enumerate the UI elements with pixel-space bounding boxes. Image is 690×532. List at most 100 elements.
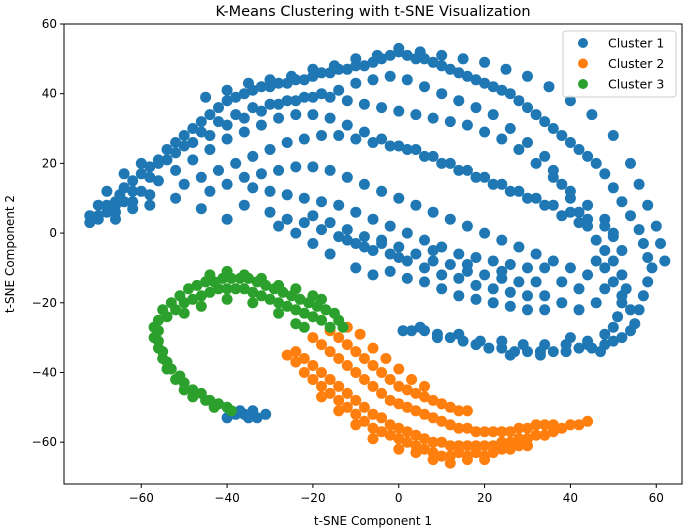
data-point xyxy=(616,196,628,208)
data-point xyxy=(376,387,388,399)
data-point xyxy=(582,269,594,281)
data-point xyxy=(599,262,611,274)
data-point xyxy=(625,304,636,316)
data-point xyxy=(487,178,499,190)
data-point xyxy=(204,185,216,197)
data-point xyxy=(341,171,353,183)
data-point xyxy=(161,154,173,166)
data-point xyxy=(255,81,267,93)
data-point xyxy=(178,297,190,309)
data-point xyxy=(324,164,336,176)
data-point xyxy=(380,353,392,364)
data-point xyxy=(616,332,628,344)
data-point xyxy=(573,217,585,229)
data-point xyxy=(522,70,533,82)
data-point xyxy=(607,335,619,347)
data-point xyxy=(414,46,426,58)
data-point xyxy=(264,206,276,218)
data-point xyxy=(479,227,491,239)
data-point xyxy=(539,339,551,351)
data-point xyxy=(367,213,379,225)
chart-title: K-Means Clustering with t-SNE Visualizat… xyxy=(215,4,530,20)
data-point xyxy=(410,144,422,155)
data-point xyxy=(127,185,139,197)
data-point xyxy=(461,422,473,434)
data-point xyxy=(298,307,310,319)
data-point xyxy=(170,304,182,316)
data-point xyxy=(341,224,353,236)
data-point xyxy=(298,133,310,145)
data-point xyxy=(590,157,602,169)
data-point xyxy=(582,415,594,427)
data-point xyxy=(358,178,370,190)
data-point xyxy=(170,164,182,176)
data-point xyxy=(221,265,233,277)
data-point xyxy=(616,290,628,302)
data-point xyxy=(607,227,619,239)
data-point xyxy=(84,210,96,222)
data-point xyxy=(247,182,259,194)
x-axis: −60 −40 −20 0 20 40 60 xyxy=(129,484,664,505)
data-point xyxy=(436,269,448,281)
data-point xyxy=(221,283,233,295)
series-1 xyxy=(84,42,671,424)
data-point xyxy=(341,401,353,413)
legend-marker xyxy=(578,38,588,48)
data-point xyxy=(599,213,611,225)
data-point xyxy=(659,255,671,267)
legend-label: Cluster 2 xyxy=(608,56,664,71)
data-point xyxy=(350,262,362,274)
data-point xyxy=(401,227,413,239)
data-point xyxy=(221,213,233,225)
data-point xyxy=(127,203,139,215)
data-point xyxy=(324,248,336,260)
data-point xyxy=(543,81,555,93)
data-point xyxy=(290,161,302,173)
data-point xyxy=(286,70,297,82)
data-point xyxy=(358,241,370,253)
data-point xyxy=(504,123,516,134)
data-point xyxy=(354,328,366,340)
data-point xyxy=(358,374,370,385)
data-point xyxy=(607,130,619,141)
data-point xyxy=(393,252,405,263)
legend: Cluster 1 Cluster 2 Cluster 3 xyxy=(562,30,677,98)
data-point xyxy=(161,144,173,155)
data-point xyxy=(238,269,250,281)
data-point xyxy=(625,325,636,337)
data-point xyxy=(457,53,469,65)
data-point xyxy=(307,290,319,302)
data-point xyxy=(479,426,491,438)
data-point xyxy=(419,150,430,162)
data-point xyxy=(436,241,448,253)
data-point xyxy=(470,171,482,183)
data-point xyxy=(444,419,456,431)
data-point xyxy=(419,433,430,445)
x-tick-label: −40 xyxy=(214,491,239,505)
data-point xyxy=(406,325,418,337)
data-point xyxy=(419,408,430,420)
data-point xyxy=(152,157,164,169)
data-point xyxy=(358,401,370,413)
data-point xyxy=(204,286,216,298)
points-layer xyxy=(84,42,671,469)
data-point xyxy=(444,116,456,128)
x-tick-label: 60 xyxy=(649,491,664,505)
data-point xyxy=(504,443,516,455)
data-point xyxy=(573,283,585,295)
data-point xyxy=(547,346,559,358)
data-point xyxy=(183,283,194,295)
data-point xyxy=(539,116,551,128)
data-point xyxy=(453,248,465,260)
data-point xyxy=(530,109,542,121)
data-point xyxy=(453,67,465,79)
data-point xyxy=(556,297,568,309)
data-point xyxy=(522,192,533,204)
data-point xyxy=(427,412,439,424)
data-point xyxy=(324,387,336,399)
data-point xyxy=(358,98,370,110)
data-point xyxy=(401,144,413,155)
data-point xyxy=(599,283,611,295)
x-tick-label: −20 xyxy=(300,491,325,505)
data-point xyxy=(281,95,293,107)
